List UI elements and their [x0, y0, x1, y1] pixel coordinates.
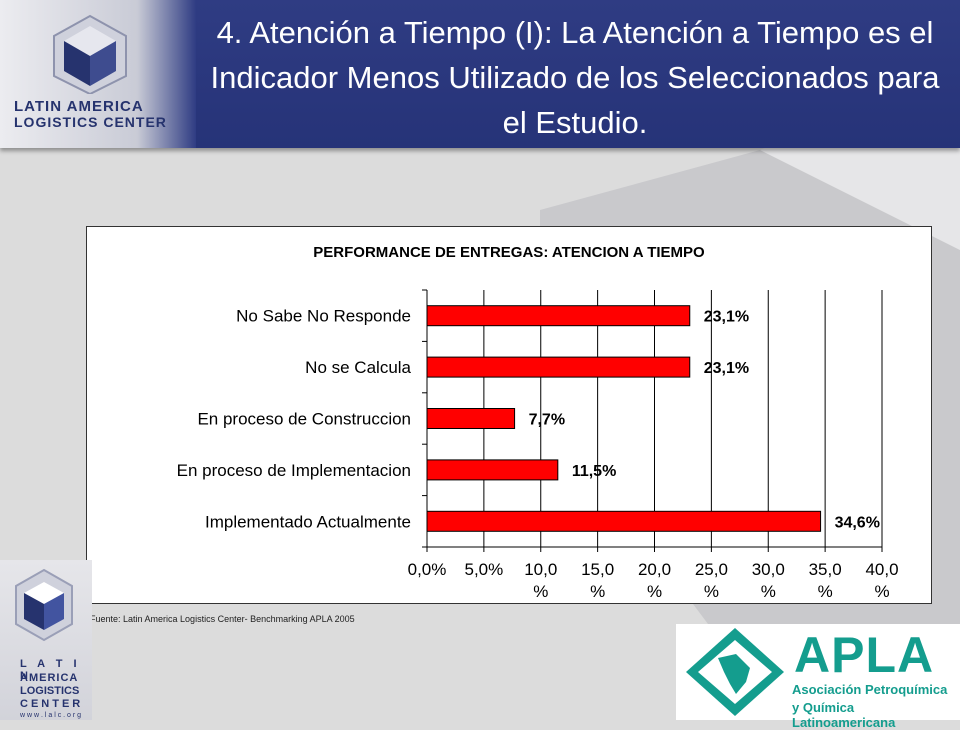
source-note: Fuente: Latin America Logistics Center- …	[90, 614, 355, 624]
x-tick-label: 35,0%	[809, 560, 842, 601]
apla-subtitle-1: Asociación Petroquímica	[792, 682, 948, 697]
cube-logo-icon	[15, 568, 73, 642]
llc-url: w w w . l a l c . o r g	[20, 712, 82, 719]
x-tick-label: 15,0%	[581, 560, 614, 601]
x-tick-label: 5,0%	[465, 560, 504, 579]
bar	[426, 459, 559, 481]
chart-title: PERFORMANCE DE ENTREGAS: ATENCION A TIEM…	[313, 244, 705, 261]
category-label: Implementado Actualmente	[205, 512, 411, 531]
bar-chart: PERFORMANCE DE ENTREGAS: ATENCION A TIEM…	[177, 244, 899, 601]
x-tick-label: 20,0%	[638, 560, 671, 601]
header-bar: LATIN AMERICA LOGISTICS CENTER 4. Atenci…	[0, 0, 960, 148]
apla-name: APLA	[794, 627, 935, 683]
llc-word-4: CENTER	[20, 698, 84, 710]
llc-logo: LATIN AMERICA LOGISTICS CENTER	[0, 0, 196, 148]
x-tick-label: 30,0%	[752, 560, 785, 601]
cube-logo-icon	[53, 14, 127, 94]
category-label: No Sabe No Responde	[236, 307, 411, 326]
x-tick-label: 25,0%	[695, 560, 728, 601]
llc-word-1: L A T I N	[20, 658, 81, 682]
x-tick-label: 10,0%	[524, 560, 557, 601]
bar	[426, 356, 691, 378]
page-title: 4. Atención a Tiempo (I): La Atención a …	[210, 15, 940, 140]
apla-subtitle-2: y Química Latinoamericana	[792, 700, 896, 730]
data-label: 7,7%	[529, 412, 565, 429]
category-label: No se Calcula	[305, 358, 411, 377]
llc-footer-logo: L A T I N AMERICA LOGISTICS CENTER w w w…	[0, 560, 92, 720]
apla-map-icon	[686, 628, 784, 716]
data-label: 11,5%	[572, 463, 616, 480]
logo-line2: LOGISTICS CENTER	[14, 114, 167, 130]
llc-word-2: AMERICA	[20, 672, 79, 684]
data-label: 23,1%	[704, 309, 749, 326]
data-label: 34,6%	[835, 514, 880, 531]
llc-word-3: LOGISTICS	[20, 685, 80, 697]
apla-logo: APLA Asociación Petroquímica y Química L…	[676, 624, 960, 730]
x-tick-label: 0,0%	[408, 560, 447, 579]
logo-line1: LATIN AMERICA	[14, 98, 144, 115]
chart-panel: PERFORMANCE DE ENTREGAS: ATENCION A TIEM…	[86, 226, 932, 604]
data-label: 23,1%	[704, 360, 749, 377]
category-label: En proceso de Implementacion	[177, 461, 411, 480]
category-label: En proceso de Construccion	[197, 410, 411, 429]
bar	[426, 510, 822, 532]
x-tick-label: 40,0%	[865, 560, 898, 601]
bar	[426, 408, 516, 429]
bar	[426, 305, 691, 327]
